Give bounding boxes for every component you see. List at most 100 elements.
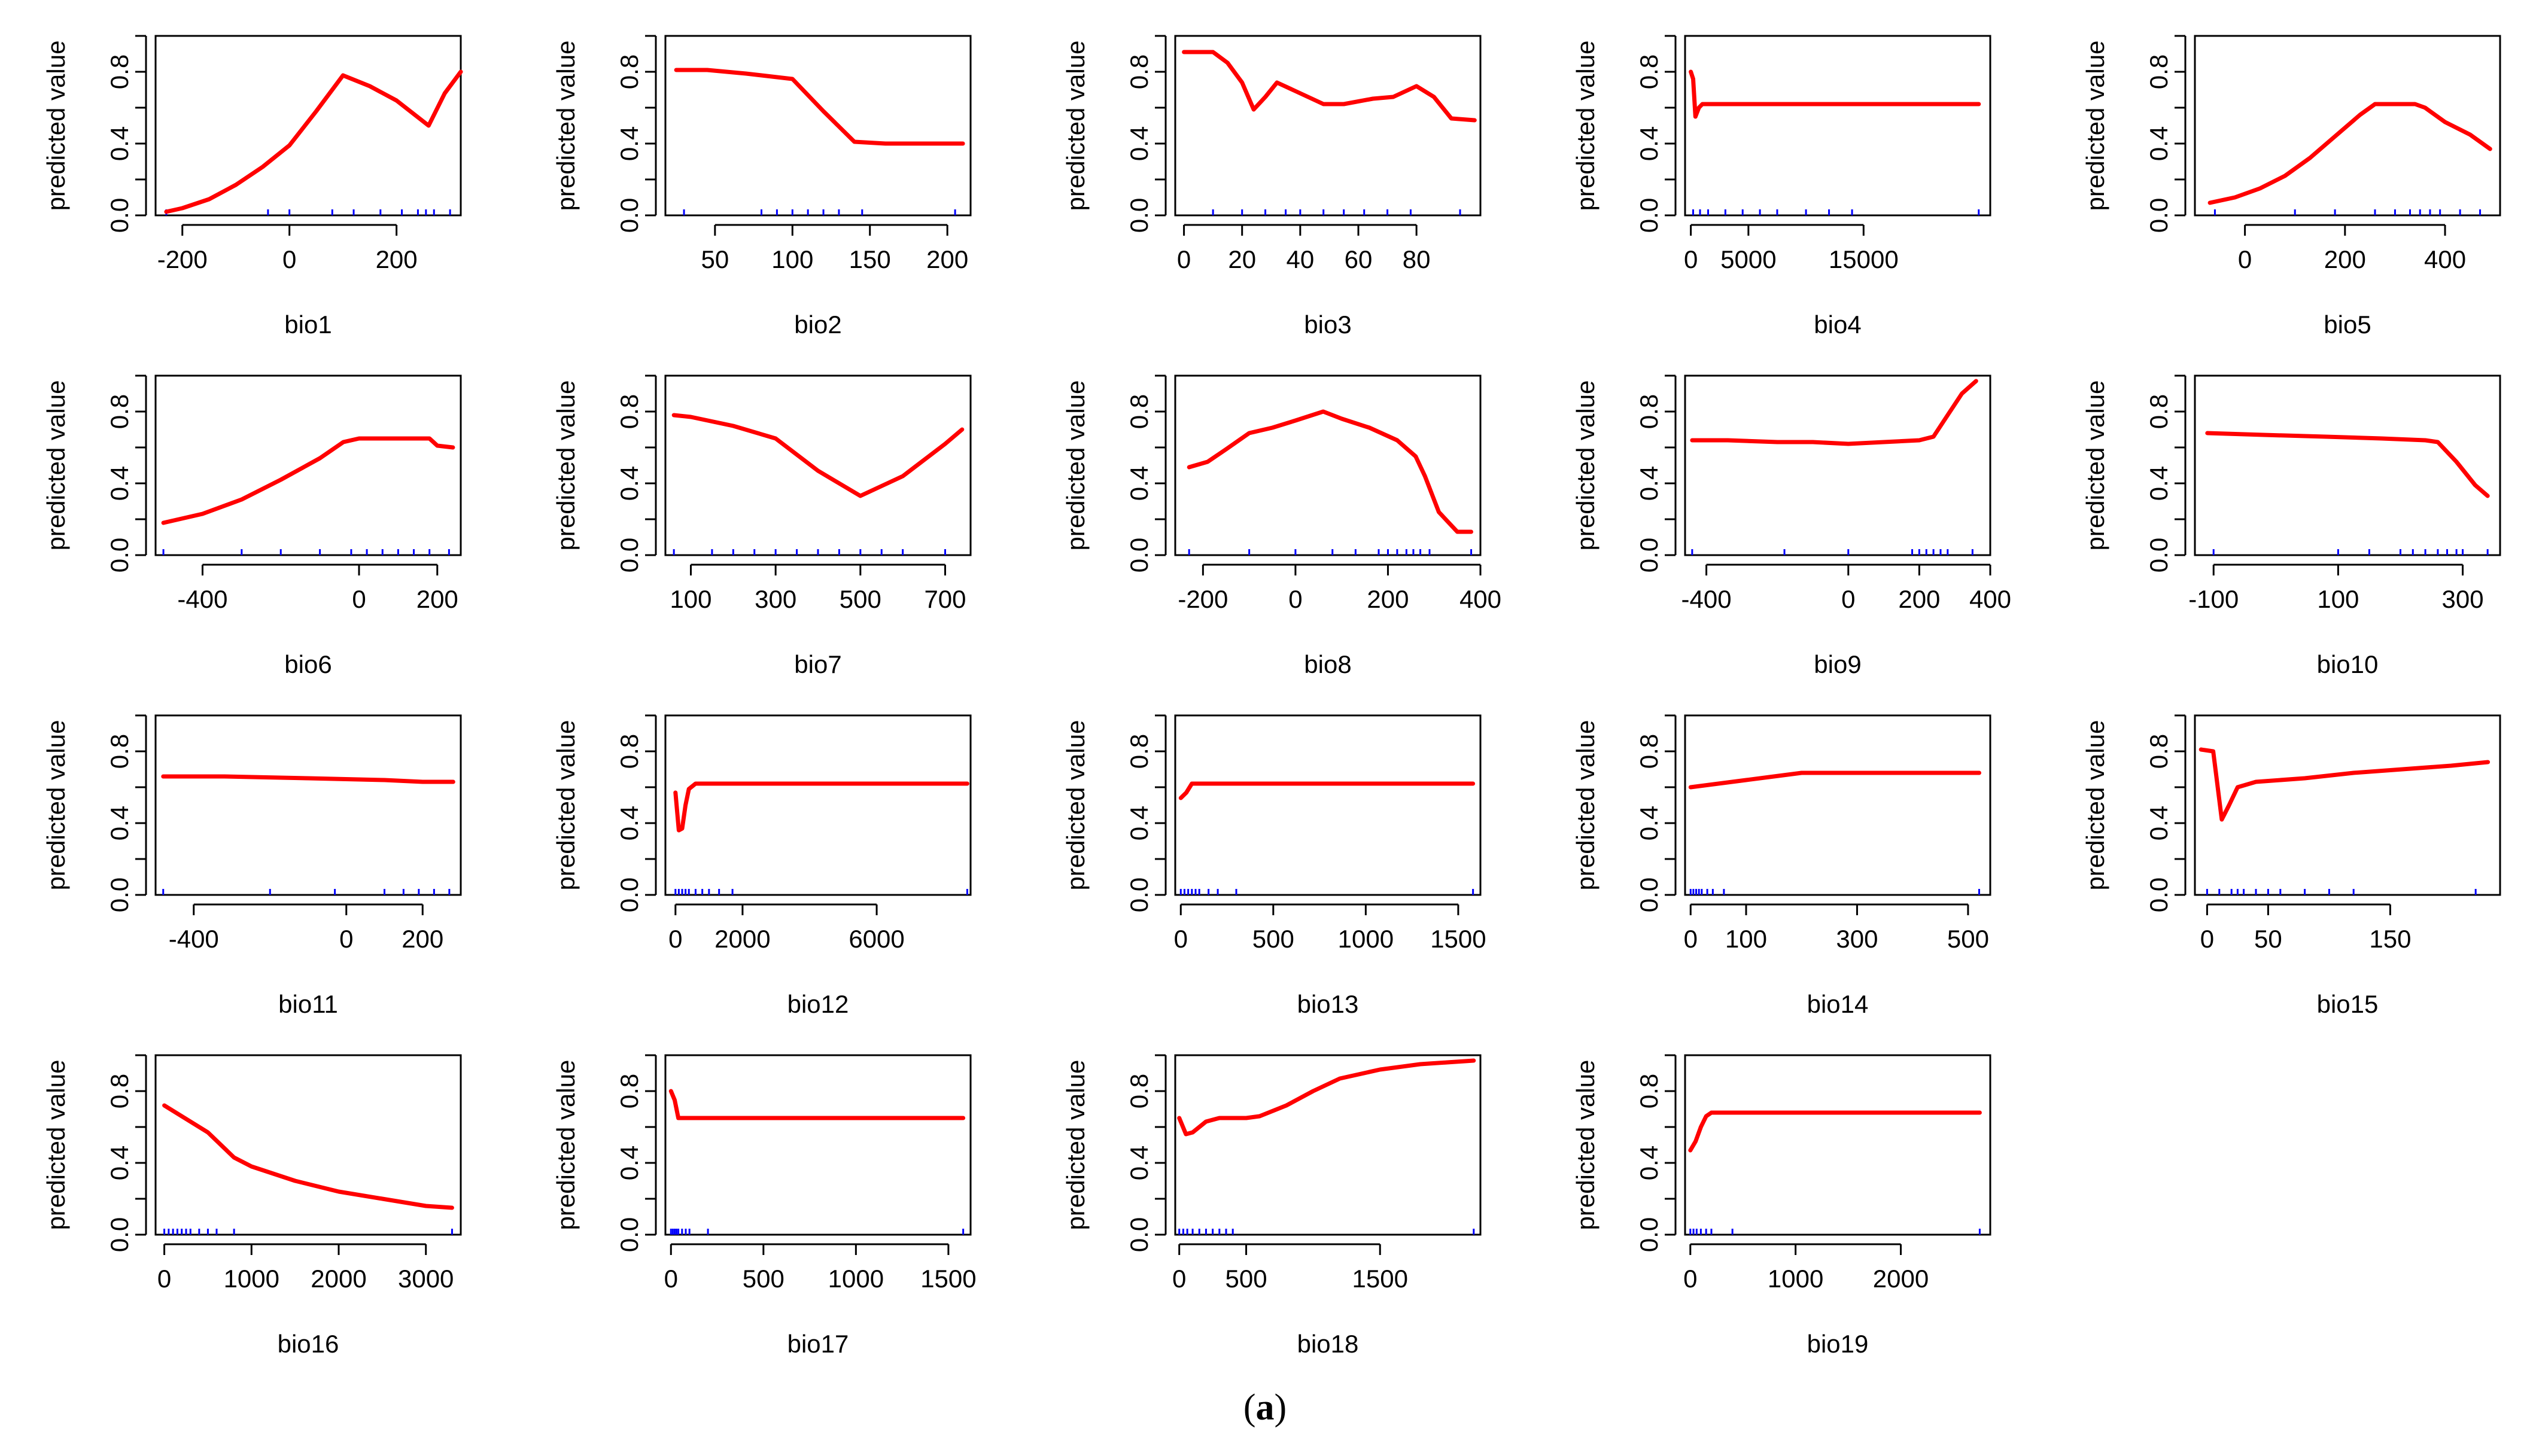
bio10-y-axis: 0.0 0.4 0.8 [2145, 374, 2187, 572]
bio5-y-axis: 0.0 0.4 0.8 [2145, 35, 2187, 233]
x-tick-label: 400 [1459, 585, 1501, 613]
bio17-panel: 0 500 1000 1500 0.0 0.4 0.8 predicted value bio1… [552, 1054, 977, 1358]
bio15-series-line [2198, 747, 2491, 822]
y-tick-label: 0.8 [1635, 1074, 1663, 1108]
bio3-y-axis: 0.0 0.4 0.8 [1125, 35, 1167, 233]
x-axis-label: bio5 [2324, 310, 2371, 339]
bio1-y-axis: 0.0 0.4 0.8 [105, 35, 147, 233]
y-tick-label: 0.8 [105, 1074, 133, 1108]
bio6-plot-frame [154, 374, 462, 556]
bio2-y-axis: 0.0 0.4 0.8 [615, 35, 657, 233]
y-tick-label: 0.0 [615, 538, 643, 572]
x-tick-label: 1500 [920, 1265, 976, 1293]
bio12-series-line [673, 781, 969, 833]
bio7-y-axis: 0.0 0.4 0.8 [615, 374, 657, 572]
y-axis-label: predicted value [2081, 380, 2109, 551]
bio13-rug [1179, 889, 1474, 895]
x-axis-label: bio9 [1814, 650, 1861, 678]
figure-caption: (a) [1243, 1387, 1287, 1428]
y-tick-label: 0.4 [1635, 466, 1663, 501]
x-tick-label: -400 [177, 585, 227, 613]
y-tick-label: 0.0 [105, 198, 133, 233]
y-tick-label: 0.0 [1125, 1217, 1153, 1252]
x-tick-label: 1000 [828, 1265, 884, 1293]
bio15-panel: 0 50 150 0.0 0.4 0.8 predicted value bio15 [2081, 714, 2501, 1018]
bio19-series-line [1688, 1110, 1982, 1153]
x-axis-label: bio10 [2317, 650, 2379, 678]
x-tick-label: 0 [1684, 925, 1698, 953]
x-axis-label: bio6 [284, 650, 332, 678]
y-tick-label: 0.4 [1125, 126, 1153, 161]
bio17-x-axis: 0 500 1000 1500 [664, 1243, 977, 1293]
bio16-plot-frame [154, 1054, 462, 1236]
bio3-rug [1212, 209, 1461, 215]
y-tick-label: 0.0 [615, 198, 643, 233]
y-tick-label: 0.0 [105, 878, 133, 912]
y-tick-label: 0.4 [615, 1146, 643, 1180]
x-tick-label: 300 [755, 585, 796, 613]
y-axis-label: predicted value [1062, 720, 1090, 891]
y-tick-label: 0.8 [2145, 394, 2173, 429]
x-tick-label: 400 [2424, 245, 2466, 273]
x-axis-label: bio8 [1304, 650, 1351, 678]
y-axis-label: predicted value [1571, 380, 1600, 551]
bio4-panel: 0 5000 15000 0.0 0.4 0.8 predicted value bio4 [1571, 35, 1991, 339]
x-tick-label: 15000 [1829, 245, 1899, 273]
y-tick-label: 0.0 [105, 538, 133, 572]
bio8-rug [1188, 549, 1473, 555]
x-axis-label: bio14 [1807, 990, 1869, 1018]
bio8-x-axis: -200 0 200 400 [1178, 563, 1501, 613]
x-tick-label: 200 [1367, 585, 1409, 613]
bio5-x-axis: 0 200 400 [2238, 224, 2466, 273]
x-tick-label: 3000 [398, 1265, 454, 1293]
y-tick-label: 0.0 [1125, 538, 1153, 572]
y-tick-label: 0.8 [1125, 54, 1153, 89]
bio9-series-line [1690, 379, 1978, 446]
y-tick-label: 0.0 [1125, 878, 1153, 912]
x-axis-label: bio4 [1814, 310, 1861, 339]
bio15-plot-frame [2194, 714, 2501, 896]
y-tick-label: 0.8 [1125, 734, 1153, 769]
x-tick-label: 400 [1969, 585, 2011, 613]
y-tick-label: 0.0 [615, 878, 643, 912]
x-tick-label: 0 [352, 585, 366, 613]
y-tick-label: 0.4 [105, 466, 133, 501]
x-tick-label: 500 [1947, 925, 1989, 953]
bio13-panel: 0 500 1000 1500 0.0 0.4 0.8 predicted value bio1… [1062, 714, 1486, 1018]
bio14-x-axis: 0 100 300 500 [1684, 903, 1989, 953]
y-tick-label: 0.4 [1125, 806, 1153, 840]
y-axis-label: predicted value [1571, 41, 1600, 211]
y-tick-label: 0.4 [2145, 806, 2173, 840]
bio15-y-axis: 0.0 0.4 0.8 [2145, 714, 2187, 912]
bio6-series-line [161, 436, 455, 525]
x-tick-label: -200 [157, 245, 208, 273]
y-tick-label: 0.0 [2145, 878, 2173, 912]
x-tick-label: 0 [1683, 1265, 1697, 1293]
x-tick-label: 0 [664, 1265, 678, 1293]
x-tick-label: 2000 [1873, 1265, 1929, 1293]
y-axis-label: predicted value [552, 380, 580, 551]
x-axis-label: bio17 [787, 1330, 849, 1358]
y-axis-label: predicted value [552, 720, 580, 891]
y-axis-label: predicted value [1062, 1060, 1090, 1230]
x-tick-label: 200 [926, 245, 968, 273]
bio18-plot-frame [1174, 1054, 1482, 1236]
y-axis-label: predicted value [1062, 380, 1090, 551]
bio3-series-line [1182, 50, 1477, 123]
bio12-rug [674, 889, 968, 895]
y-tick-label: 0.8 [1635, 394, 1663, 429]
y-tick-label: 0.0 [1635, 1217, 1663, 1252]
bio1-series-line [164, 69, 463, 214]
bio6-x-axis: -400 0 200 [177, 563, 458, 613]
bio7-rug [673, 549, 946, 555]
x-axis-label: bio3 [1304, 310, 1351, 339]
x-tick-label: 150 [849, 245, 891, 273]
bio16-rug [163, 1229, 453, 1235]
y-axis-label: predicted value [2081, 41, 2109, 211]
bio9-x-axis: -400 0 200 400 [1681, 563, 2011, 613]
x-tick-label: 0 [2238, 245, 2252, 273]
x-tick-label: 0 [1177, 245, 1191, 273]
x-tick-label: 0 [339, 925, 353, 953]
bio3-panel: 0 20 40 60 80 0.0 0.4 0.8 predicted value bio3 [1062, 35, 1482, 339]
y-tick-label: 0.0 [615, 1217, 643, 1252]
